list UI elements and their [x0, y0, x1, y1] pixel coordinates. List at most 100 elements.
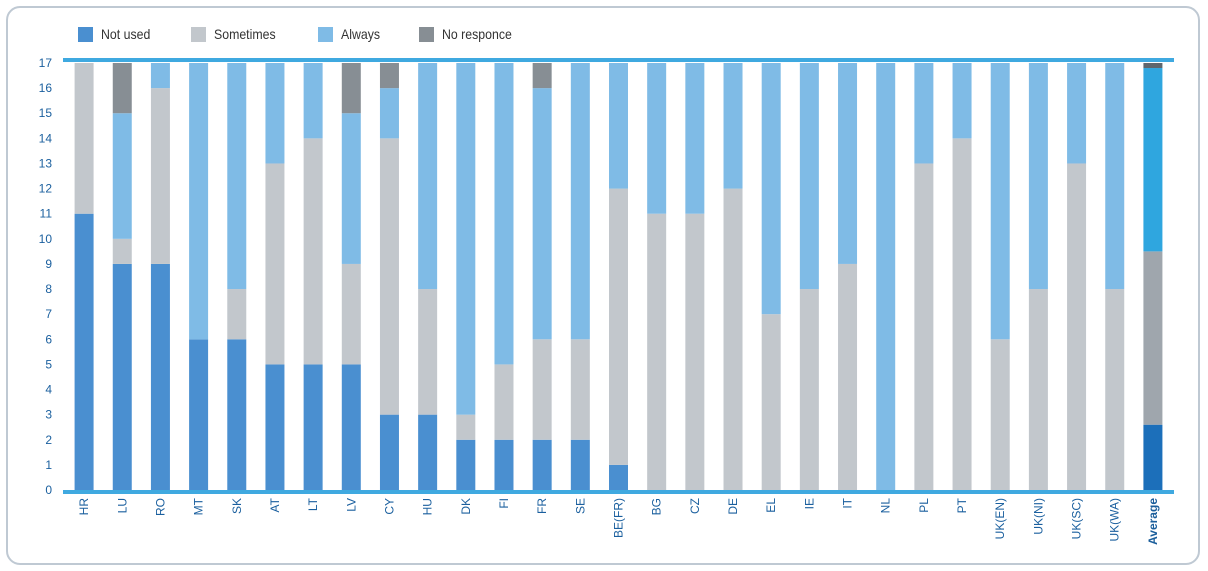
legend-swatch-not-used: [78, 26, 93, 42]
bar-segment-always: [494, 63, 514, 365]
bar-segment-not-used: [494, 439, 514, 490]
x-tick-label: CZ: [688, 498, 702, 514]
bar-segment-not-used: [189, 339, 209, 490]
bar-segment-not-used: [303, 364, 323, 490]
y-tick-label: 0: [45, 483, 52, 497]
x-axis-line: [63, 490, 1174, 494]
x-tick-label: SK: [230, 498, 244, 514]
x-tick-label: BE(FR): [612, 498, 626, 538]
x-tick-label: IT: [841, 497, 855, 508]
y-tick-label: 16: [39, 81, 53, 95]
bar-segment-always: [189, 63, 209, 340]
bar-segment-sometimes: [609, 188, 628, 465]
bar-segment-no-responce: [341, 63, 361, 114]
bar-segment-sometimes: [990, 339, 1010, 490]
bar-segment-always: [1067, 63, 1087, 164]
bar-segment-always: [952, 63, 972, 139]
legend-item-not-used: Not used: [78, 26, 157, 42]
bar-segment-always: [723, 63, 743, 189]
bar-segment-sometimes: [799, 289, 819, 490]
bar-segment-not-used: [456, 439, 476, 490]
x-tick-label: SE: [573, 498, 587, 514]
bar-segment-sometimes: [1028, 289, 1048, 490]
bar-segment-no-responce: [1143, 63, 1163, 69]
bar-segment-not-used: [265, 364, 285, 490]
x-tick-label: CY: [382, 498, 396, 515]
bar-segment-no-responce: [112, 63, 132, 114]
bar-segment-always: [456, 63, 476, 415]
bar-segment-always: [570, 63, 590, 340]
legend-label-no-responce: No responce: [442, 26, 513, 42]
legend-item-no-responce: No responce: [419, 26, 521, 42]
bar-segment-sometimes: [952, 138, 972, 490]
bar-segment-always: [1143, 68, 1163, 252]
legend-swatch-always: [318, 26, 334, 42]
y-tick-label: 11: [40, 207, 53, 221]
x-tick-label: FR: [535, 498, 549, 514]
x-tick-label: LT: [306, 497, 320, 511]
bar-segment-always: [914, 63, 934, 164]
bar-segment-sometimes: [456, 414, 476, 440]
x-tick-label: IE: [802, 498, 816, 509]
bar-segment-sometimes: [761, 314, 781, 490]
bar-segment-sometimes: [265, 163, 285, 365]
x-tick-label: EL: [764, 498, 778, 513]
bar-segment-not-used: [227, 339, 247, 490]
y-tick-label: 17: [39, 56, 53, 70]
bar-segment-sometimes: [227, 289, 247, 340]
bar-segment-sometimes: [494, 364, 514, 440]
bar-segment-not-used: [1143, 424, 1163, 490]
bar-segment-not-used: [379, 414, 399, 490]
top-axis-line: [63, 58, 1174, 62]
bar-segment-always: [303, 63, 323, 139]
bar-segment-sometimes: [418, 289, 438, 415]
y-tick-label: 12: [39, 182, 53, 196]
x-tick-label: AT: [268, 497, 282, 512]
legend-label-not-used: Not used: [101, 26, 151, 42]
bar-segment-sometimes: [570, 339, 590, 440]
y-tick-label: 10: [39, 232, 53, 246]
y-tick-label: 6: [45, 332, 52, 346]
bar-segment-always: [761, 63, 781, 315]
x-tick-label: DK: [459, 498, 473, 515]
bar-segment-always: [876, 63, 896, 490]
x-tick-label: DE: [726, 498, 740, 515]
x-tick-label: MT: [192, 497, 206, 515]
bar-segment-not-used: [609, 464, 628, 490]
bar-segment-sometimes: [341, 263, 361, 365]
chart-legend: Not used Sometimes Always No responce: [78, 26, 556, 42]
legend-swatch-sometimes: [191, 26, 207, 42]
bar-segment-always: [341, 113, 361, 264]
bar-segment-sometimes: [685, 213, 705, 491]
y-tick-label: 4: [45, 383, 52, 397]
bar-segment-always: [609, 63, 628, 189]
bar-segment-always: [227, 63, 247, 290]
bar-segment-not-used: [418, 414, 438, 490]
x-tick-label: BG: [650, 498, 664, 515]
bar-segment-not-used: [532, 439, 552, 490]
bar-segment-always: [418, 63, 438, 290]
x-tick-label: UK(SC): [1070, 498, 1084, 539]
x-tick-label: UK(WA): [1108, 498, 1122, 542]
bar-segment-always: [112, 113, 132, 239]
bar-segment-sometimes: [1105, 289, 1125, 490]
x-tick-label: LV: [344, 498, 358, 512]
bar-segment-sometimes: [379, 138, 399, 415]
x-tick-label: UK(EN): [993, 498, 1007, 539]
bar-segment-sometimes: [112, 238, 132, 264]
y-tick-label: 7: [45, 307, 52, 321]
bar-segment-not-used: [341, 364, 361, 490]
bar-segment-not-used: [74, 213, 94, 491]
legend-swatch-no-responce: [419, 26, 435, 42]
bar-segment-no-responce: [379, 63, 399, 89]
bar-segment-always: [799, 63, 819, 290]
x-tick-label: PT: [955, 497, 969, 513]
bar-segment-always: [685, 63, 705, 214]
y-tick-label: 15: [39, 106, 53, 120]
bar-segment-sometimes: [74, 63, 94, 214]
bar-segment-always: [150, 63, 170, 89]
y-tick-label: 14: [39, 131, 53, 145]
bar-segment-always: [265, 63, 285, 164]
bar-segment-sometimes: [838, 263, 858, 490]
